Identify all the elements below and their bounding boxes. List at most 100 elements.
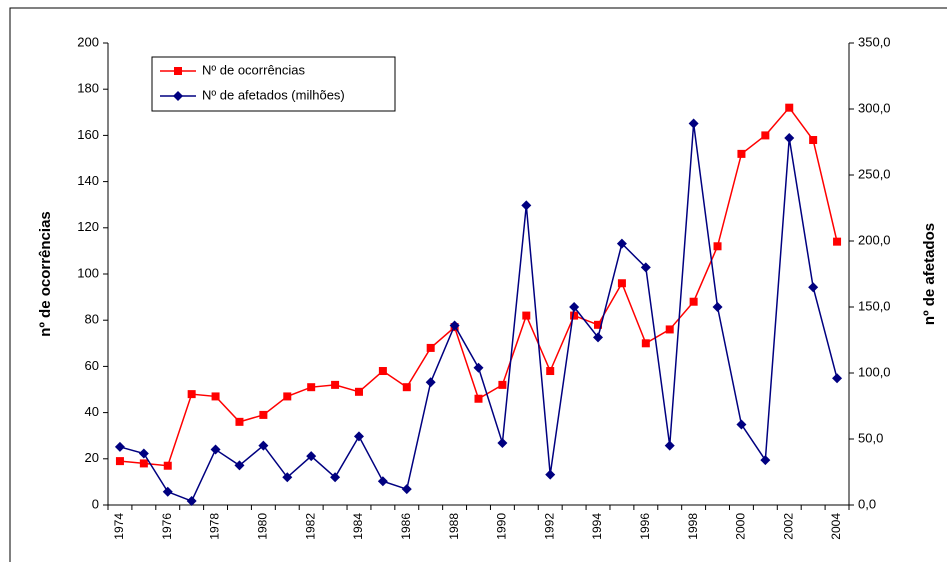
data-point	[210, 444, 221, 455]
x-tick-label: 1994	[590, 513, 604, 540]
data-point	[401, 484, 412, 495]
data-point	[402, 383, 411, 392]
data-point	[474, 394, 483, 403]
y2-tick-label: 200,0	[858, 232, 891, 247]
data-point	[640, 262, 651, 273]
data-point	[785, 103, 794, 112]
data-point	[353, 431, 364, 442]
data-point	[258, 440, 269, 451]
data-point	[331, 380, 340, 389]
data-point	[521, 200, 532, 211]
legend-label: Nº de afetados (milhões)	[202, 87, 345, 102]
y2-tick-label: 100,0	[858, 364, 891, 379]
x-tick-label: 1982	[303, 513, 317, 540]
frame	[9, 7, 947, 562]
data-point	[139, 459, 148, 468]
x-tick-label: 2000	[734, 513, 748, 540]
data-point	[307, 383, 316, 392]
y2-tick-label: 0,0	[858, 496, 876, 511]
data-point	[808, 282, 819, 293]
x-tick-label: 1998	[686, 513, 700, 540]
x-tick-label: 1990	[495, 513, 509, 540]
data-point	[760, 455, 771, 466]
data-point	[665, 325, 674, 334]
y2-tick-label: 350,0	[858, 34, 891, 49]
data-point	[234, 460, 245, 471]
data-point	[593, 332, 604, 343]
data-point	[545, 469, 556, 480]
data-point	[186, 496, 197, 507]
data-point	[163, 461, 172, 470]
x-tick-label: 1984	[351, 513, 365, 540]
x-tick-label: 1988	[447, 513, 461, 540]
data-point	[688, 118, 699, 129]
y-tick-label: 40	[85, 404, 99, 419]
data-point	[306, 451, 317, 462]
y-tick-label: 200	[77, 34, 99, 49]
x-tick-label: 2002	[781, 513, 795, 540]
y-tick-label: 140	[77, 173, 99, 188]
data-point	[664, 440, 675, 451]
x-tick-label: 1976	[160, 513, 174, 540]
data-point	[425, 377, 436, 388]
y2-tick-label: 150,0	[858, 298, 891, 313]
data-point	[713, 242, 722, 251]
data-point	[522, 311, 531, 320]
data-point	[497, 437, 508, 448]
y2-tick-label: 300,0	[858, 100, 891, 115]
data-point	[784, 133, 795, 144]
data-point	[546, 367, 555, 376]
data-point	[378, 367, 387, 376]
legend-box	[151, 56, 396, 112]
data-point	[641, 339, 650, 348]
y-tick-label: 100	[77, 265, 99, 280]
data-point	[594, 320, 603, 329]
series-line	[119, 106, 838, 467]
data-point	[449, 320, 460, 331]
y2-axis-label: nº de afetados	[921, 223, 938, 325]
data-point	[283, 392, 292, 401]
data-point	[809, 136, 818, 145]
data-point	[498, 380, 507, 389]
data-point	[570, 311, 579, 320]
data-point	[162, 486, 173, 497]
x-tick-label: 1996	[638, 513, 652, 540]
y-tick-label: 120	[77, 219, 99, 234]
data-point	[737, 149, 746, 158]
data-point	[569, 302, 580, 312]
data-point	[617, 279, 626, 288]
y2-tick-label: 50,0	[858, 430, 883, 445]
data-point	[473, 362, 484, 373]
data-point	[138, 448, 149, 459]
legend-marker	[174, 67, 182, 75]
data-point	[616, 238, 627, 249]
data-point	[114, 441, 125, 452]
y-tick-label: 160	[77, 127, 99, 142]
data-point	[736, 419, 747, 430]
data-point	[832, 373, 843, 384]
x-tick-label: 1992	[542, 513, 556, 540]
y-tick-label: 0	[92, 496, 99, 511]
x-tick-label: 2004	[829, 513, 843, 540]
data-point	[187, 390, 196, 399]
x-tick-label: 1978	[208, 513, 222, 540]
data-point	[377, 476, 388, 487]
x-tick-label: 1980	[256, 513, 270, 540]
legend-label: Nº de ocorrências	[202, 62, 306, 77]
legend-marker	[173, 91, 183, 101]
data-point	[235, 417, 244, 426]
y-tick-label: 80	[85, 312, 99, 327]
y-tick-label: 20	[85, 450, 99, 465]
data-point	[211, 392, 220, 401]
y2-tick-label: 250,0	[858, 166, 891, 181]
data-point	[712, 302, 723, 312]
x-tick-label: 1986	[399, 513, 413, 540]
data-point	[689, 297, 698, 306]
data-point	[761, 131, 770, 140]
data-point	[426, 343, 435, 352]
series-line	[119, 123, 838, 502]
data-point	[833, 237, 842, 246]
y-tick-label: 180	[77, 81, 99, 96]
data-point	[115, 457, 124, 466]
